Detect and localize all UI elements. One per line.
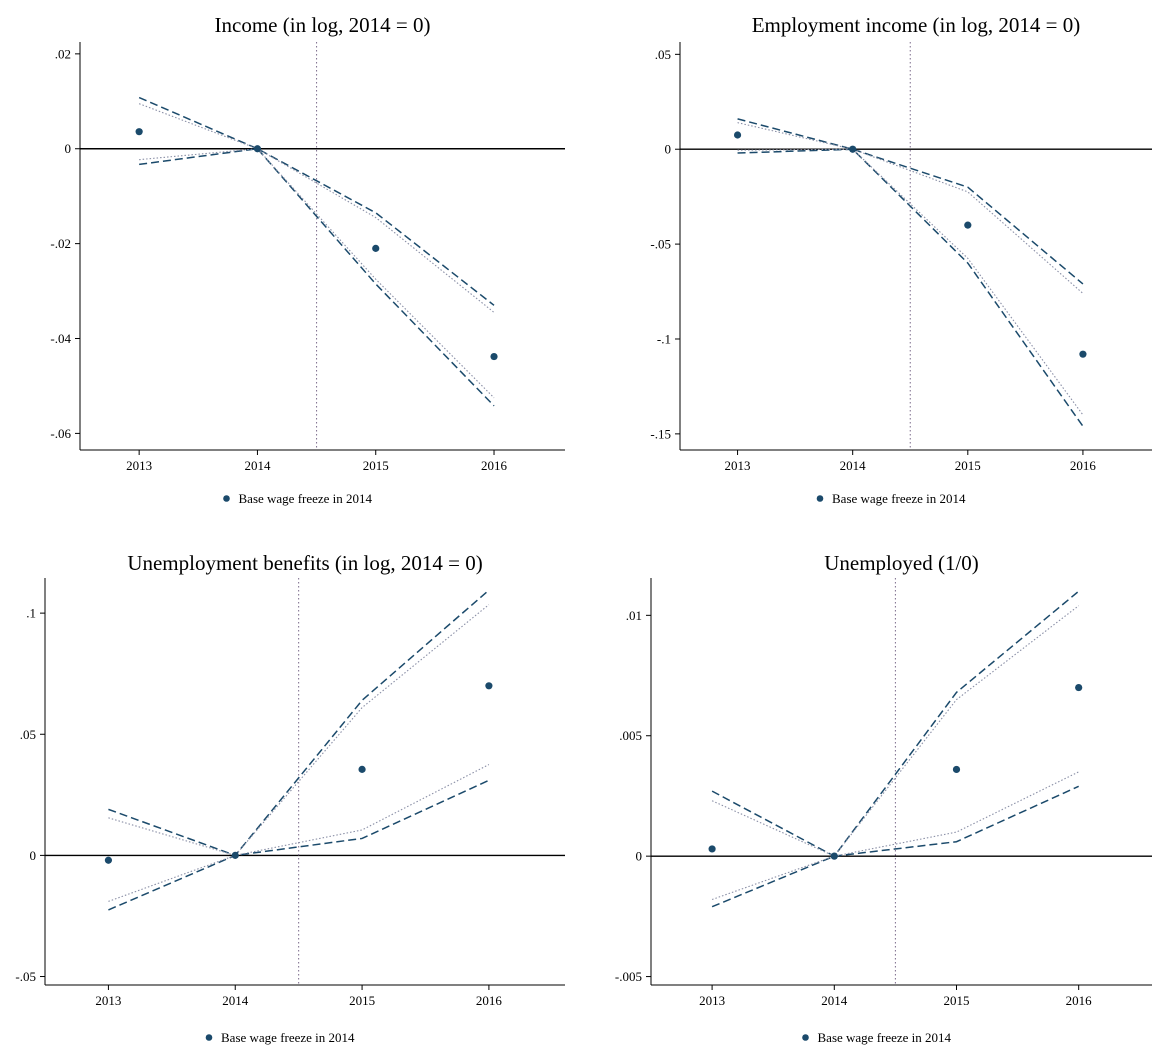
y-tick-label: -.05 [650,237,671,252]
ci-dotted-line [737,122,1084,294]
data-point [1075,683,1083,692]
x-tick-label: 2014 [222,993,249,1008]
x-tick-label: 2014 [840,458,867,473]
ci-dotted-line [711,605,1080,857]
y-tick-label: .1 [26,606,36,621]
y-tick-label: .01 [626,608,642,623]
y-tick-label: .05 [20,727,36,742]
y-tick-label: 0 [665,142,672,157]
x-tick-label: 2013 [699,993,725,1008]
x-tick-label: 2015 [349,993,375,1008]
y-tick-label: -.1 [657,331,671,346]
legend-marker [816,495,824,502]
legend-label: Base wage freeze in 2014 [239,491,373,506]
x-tick-label: 2013 [95,993,121,1008]
data-point [964,221,972,229]
data-point [104,856,113,864]
y-tick-label: .005 [619,728,642,743]
y-tick-label: .05 [655,47,671,62]
data-point [253,145,262,153]
x-tick-label: 2013 [126,458,152,473]
data-point [849,145,857,153]
chart-title: Unemployed (1/0) [824,551,979,575]
chart-title: Employment income (in log, 2014 = 0) [752,13,1081,37]
ci-dotted-line [139,148,495,399]
chart-title: Unemployment benefits (in log, 2014 = 0) [127,551,482,575]
ci-dotted-line [138,103,495,313]
ci-dashed-line [139,147,495,407]
x-tick-label: 2013 [725,458,751,473]
y-tick-label: -.02 [50,236,71,251]
y-tick-label: 0 [636,849,643,864]
data-point [231,851,239,859]
chart-panel-2: Employment income (in log, 2014 = 0) .05 0… [650,13,1152,506]
ci-dashed-line [737,118,1084,285]
data-point [358,765,366,773]
y-tick-label: -.05 [15,969,36,984]
data-point [830,852,838,860]
legend-label: Base wage freeze in 2014 [221,1030,355,1045]
chart-panel-3: Unemployment benefits (in log, 2014 = 0)… [15,551,565,1045]
y-tick-label: -.15 [650,426,671,441]
x-tick-label: 2014 [244,458,271,473]
x-tick-label: 2016 [1066,993,1093,1008]
data-point [490,352,498,361]
data-point [135,128,143,136]
legend-label: Base wage freeze in 2014 [818,1030,952,1045]
x-tick-label: 2015 [943,993,969,1008]
legend-label: Base wage freeze in 2014 [832,491,966,506]
legend-marker [802,1034,809,1041]
data-point [1079,350,1087,358]
data-point [372,244,380,252]
y-tick-label: -.04 [50,331,71,346]
x-tick-label: 2016 [481,458,508,473]
ci-dashed-line [138,96,495,306]
data-point [952,765,961,774]
legend-marker [223,495,230,502]
y-tick-label: 0 [65,141,72,156]
y-tick-label: -.005 [615,969,642,984]
ci-dotted-line [108,764,490,902]
x-tick-label: 2015 [955,458,981,473]
y-tick-label: .02 [55,46,71,61]
chart-panel-1: Income (in log, 2014 = 0) .02 0 -.02 -.04 -.0… [50,13,565,506]
chart-title: Income (in log, 2014 = 0) [215,13,431,37]
x-tick-label: 2016 [476,993,503,1008]
y-tick-label: -.06 [50,426,71,441]
ci-dashed-line [711,785,1079,908]
ci-dotted-line [711,771,1079,901]
x-tick-label: 2016 [1070,458,1097,473]
data-point [485,682,493,690]
x-tick-label: 2014 [821,993,848,1008]
data-point [708,845,716,853]
data-point [733,131,742,139]
chart-panel-4: Unemployed (1/0) .01 .005 0 -.005 2013 2014 201… [615,551,1152,1045]
legend-marker [205,1034,213,1041]
ci-dashed-line [711,590,1080,858]
x-tick-label: 2015 [363,458,389,473]
ci-dashed-line [737,148,1084,427]
ci-dashed-line [108,589,490,857]
y-tick-label: 0 [30,848,37,863]
